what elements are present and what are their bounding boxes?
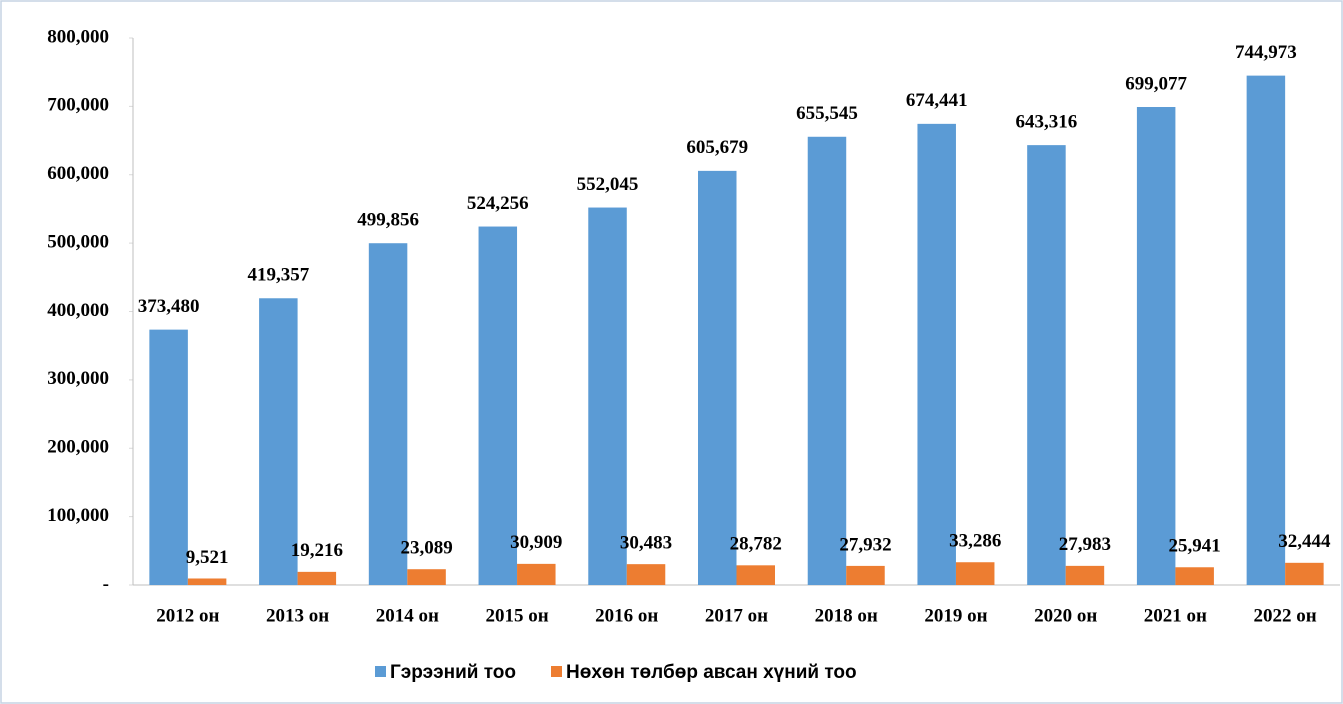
x-tick-label: 2021 он <box>1144 605 1207 626</box>
value-label: 605,679 <box>686 137 748 158</box>
value-label: 33,286 <box>949 531 1001 552</box>
y-tick-label: 500,000 <box>47 231 109 252</box>
bar <box>1285 562 1324 585</box>
y-tick-label: 100,000 <box>47 505 109 526</box>
x-tick-label: 2016 он <box>595 605 658 626</box>
value-label: 23,089 <box>400 538 452 559</box>
bar <box>478 226 518 585</box>
x-tick-label: 2020 он <box>1034 605 1097 626</box>
value-label: 30,483 <box>620 533 672 554</box>
x-tick-label: 2019 он <box>924 605 987 626</box>
value-label: 699,077 <box>1125 73 1187 94</box>
value-label: 32,444 <box>1278 531 1331 552</box>
y-tick-label: 700,000 <box>47 95 109 116</box>
value-label: 25,941 <box>1169 536 1221 557</box>
value-label: 524,256 <box>467 193 529 214</box>
value-label: 643,316 <box>1016 111 1078 132</box>
x-tick-label: 2015 он <box>485 605 548 626</box>
bar <box>698 170 737 585</box>
value-label: 28,782 <box>730 534 782 555</box>
bar <box>187 578 227 585</box>
y-tick-label: 800,000 <box>47 26 109 47</box>
y-tick-label: 200,000 <box>47 437 109 458</box>
bar <box>517 563 556 585</box>
bar <box>807 136 847 585</box>
value-label: 499,856 <box>357 210 419 231</box>
bar <box>1175 567 1214 585</box>
bar <box>1065 565 1105 585</box>
value-label: 9,521 <box>186 547 229 568</box>
y-tick-label: - <box>103 573 109 594</box>
x-tick-label: 2013 он <box>266 605 329 626</box>
bar <box>588 207 627 585</box>
bar <box>1027 145 1066 585</box>
bar <box>736 565 775 585</box>
value-label: 19,216 <box>291 540 343 561</box>
bar <box>1136 107 1176 585</box>
value-label: 27,983 <box>1059 534 1111 555</box>
x-tick-label: 2018 он <box>815 605 878 626</box>
value-label: 373,480 <box>138 296 200 317</box>
bar <box>626 564 666 585</box>
value-label: 419,357 <box>247 265 309 286</box>
bar <box>149 329 188 585</box>
legend-swatch <box>375 666 386 677</box>
value-label: 27,932 <box>839 534 891 555</box>
x-tick-label: 2012 он <box>156 605 219 626</box>
x-tick-label: 2014 он <box>376 605 439 626</box>
bar <box>368 243 408 586</box>
value-label: 674,441 <box>906 90 968 111</box>
legend-swatch <box>551 666 562 677</box>
value-label: 744,973 <box>1235 42 1297 63</box>
value-label: 30,909 <box>510 532 562 553</box>
bar <box>955 562 995 585</box>
legend-label: Нөхөн төлбөр авсан хүний тоо <box>566 662 857 683</box>
x-tick-label: 2017 он <box>705 605 768 626</box>
bar <box>297 571 337 585</box>
bar <box>407 569 446 585</box>
y-tick-label: 600,000 <box>47 163 109 184</box>
bar <box>846 565 885 585</box>
value-label: 552,045 <box>577 174 639 195</box>
bar <box>1246 75 1286 586</box>
bar <box>259 298 298 585</box>
y-tick-label: 400,000 <box>47 300 109 321</box>
x-tick-label: 2022 он <box>1254 605 1317 626</box>
bar <box>917 123 956 586</box>
value-label: 655,545 <box>796 103 858 124</box>
y-tick-label: 300,000 <box>47 368 109 389</box>
legend-label: Гэрээний тоо <box>390 662 516 683</box>
